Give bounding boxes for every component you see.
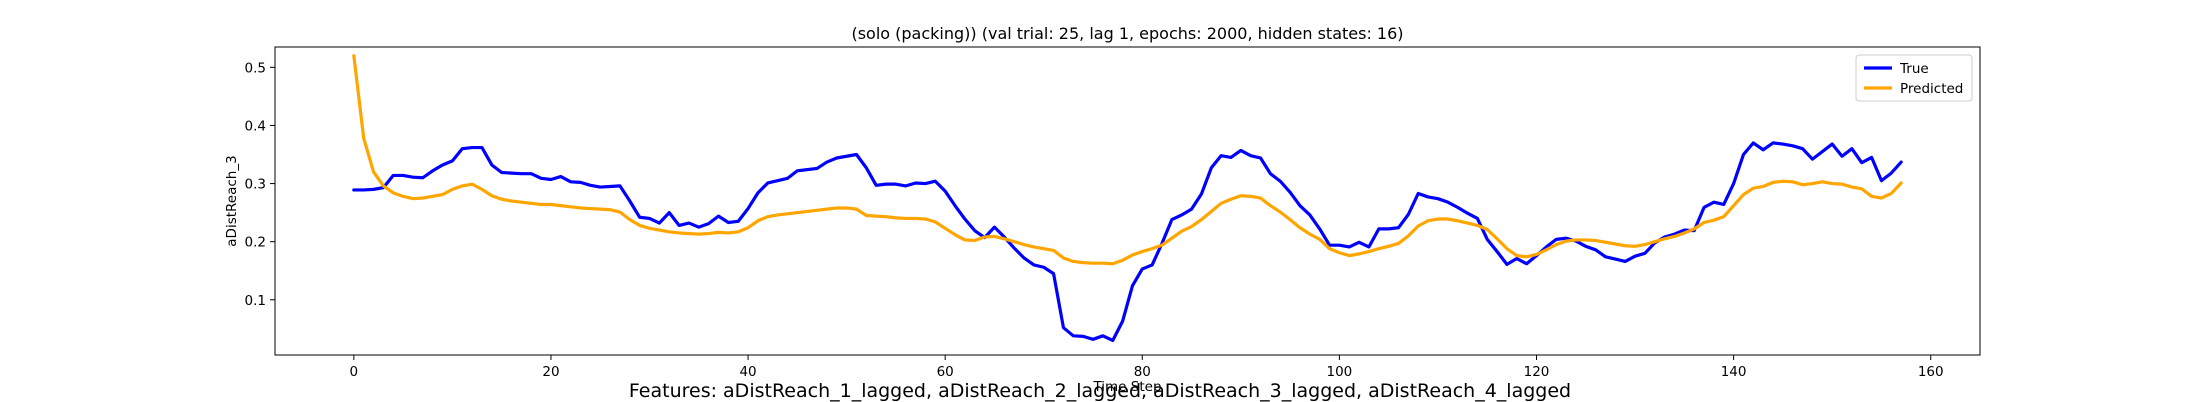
x-tick-label: 60 xyxy=(937,364,954,380)
y-tick-label: 0.1 xyxy=(245,293,266,309)
x-tick-label: 100 xyxy=(1327,364,1353,380)
x-tick-label: 80 xyxy=(1134,364,1151,380)
x-tick-label: 140 xyxy=(1721,364,1747,380)
legend: True Predicted xyxy=(1855,54,1973,102)
series-layer xyxy=(352,54,1903,343)
x-axis: 0 20 40 60 80 100 120 140 160 xyxy=(350,355,1944,380)
plot-area xyxy=(274,46,1981,356)
x-tick-label: 0 xyxy=(350,364,359,380)
y-tick-label: 0.3 xyxy=(245,177,266,193)
legend-entry: Predicted xyxy=(1900,81,1963,97)
y-tick-label: 0.5 xyxy=(245,60,266,76)
y-tick-label: 0.2 xyxy=(245,235,266,251)
y-axis-label: aDistReach_3 xyxy=(224,155,240,246)
x-tick-label: 160 xyxy=(1918,364,1944,380)
chart-title: (solo (packing)) (val trial: 25, lag 1, … xyxy=(851,24,1403,43)
x-tick-label: 20 xyxy=(542,364,559,380)
x-tick-label: 120 xyxy=(1524,364,1550,380)
series-line-predicted xyxy=(352,54,1903,266)
y-tick-label: 0.4 xyxy=(245,118,266,134)
x-tick-label: 40 xyxy=(739,364,756,380)
features-caption: Features: aDistReach_1_lagged, aDistReac… xyxy=(628,380,1572,402)
y-axis: 0.1 0.2 0.3 0.4 0.5 xyxy=(245,60,275,309)
x-axis-label: Time Step xyxy=(1092,379,1161,395)
legend-entry: True xyxy=(1899,61,1929,77)
series-line-true xyxy=(352,141,1903,343)
